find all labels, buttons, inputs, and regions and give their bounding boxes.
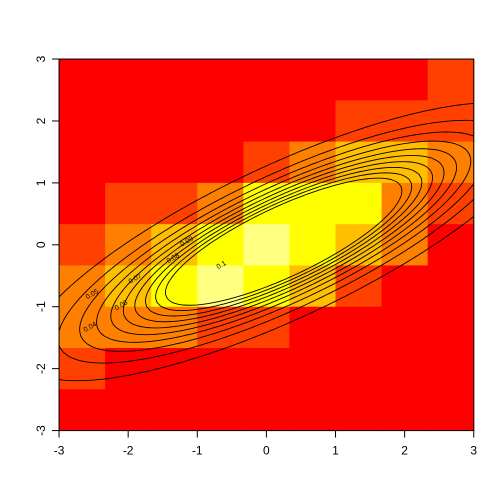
heatmap-cell bbox=[59, 224, 106, 266]
heatmap-cell bbox=[243, 141, 290, 184]
heatmap-cell bbox=[335, 306, 383, 349]
heatmap-cell bbox=[151, 389, 198, 432]
y-tick-label: 0 bbox=[34, 241, 48, 248]
heatmap-cell bbox=[335, 182, 383, 225]
heatmap-cell bbox=[197, 306, 244, 349]
heatmap-cell bbox=[381, 182, 429, 225]
heatmap-cell bbox=[289, 389, 337, 432]
heatmap-cell bbox=[105, 265, 152, 308]
heatmap-cell bbox=[381, 306, 429, 349]
heatmap-cell bbox=[381, 265, 429, 308]
heatmap-cell bbox=[335, 59, 383, 101]
heatmap-cell bbox=[197, 59, 244, 101]
heatmap-cell bbox=[427, 59, 475, 101]
heatmap-cell bbox=[59, 59, 106, 101]
heatmap-cell bbox=[381, 348, 429, 390]
heatmap-cell bbox=[243, 348, 290, 390]
heatmap-cell bbox=[105, 224, 152, 266]
contour-lines bbox=[58, 102, 475, 382]
heatmap-cell bbox=[243, 224, 290, 266]
y-tick-label: 1 bbox=[34, 179, 48, 186]
contour-line bbox=[58, 102, 475, 382]
x-tick-label: 1 bbox=[332, 444, 339, 458]
heatmap-cell bbox=[105, 100, 152, 143]
heatmap-cell bbox=[151, 265, 198, 308]
heatmap-cell bbox=[335, 389, 383, 432]
heatmap-cell bbox=[289, 182, 337, 225]
heatmap-cell bbox=[105, 141, 152, 184]
heatmap-cell bbox=[105, 348, 152, 390]
heatmap-cell bbox=[427, 306, 475, 349]
y-tick-label: 2 bbox=[34, 117, 48, 124]
heatmap-cell bbox=[59, 182, 106, 225]
heatmap-cells bbox=[59, 59, 475, 432]
x-tick-label: -1 bbox=[192, 444, 203, 458]
heatmap-cell bbox=[105, 389, 152, 432]
x-tick-label: -3 bbox=[54, 444, 65, 458]
heatmap-cell bbox=[105, 182, 152, 225]
x-tick-label: 3 bbox=[470, 444, 477, 458]
x-tick-label: 0 bbox=[263, 444, 270, 458]
heatmap-cell bbox=[381, 224, 429, 266]
contour-line bbox=[79, 131, 475, 352]
y-tick-label: 3 bbox=[34, 55, 48, 62]
heatmap-cell bbox=[381, 59, 429, 101]
heatmap-cell bbox=[197, 224, 244, 266]
heatmap-cell bbox=[381, 389, 429, 432]
heatmap-cell bbox=[197, 348, 244, 390]
contour-line bbox=[145, 166, 423, 317]
contour-line bbox=[96, 140, 472, 343]
heatmap-cell bbox=[197, 100, 244, 143]
heatmap-cell bbox=[151, 348, 198, 390]
heatmap-cell bbox=[289, 348, 337, 390]
y-tick-label: -1 bbox=[34, 301, 48, 312]
x-tick-label: -2 bbox=[123, 444, 134, 458]
heatmap-cell bbox=[151, 100, 198, 143]
heatmap-cell bbox=[151, 59, 198, 101]
heatmap-cell bbox=[289, 100, 337, 143]
heatmap-cell bbox=[427, 265, 475, 308]
y-tick-label: -2 bbox=[34, 363, 48, 374]
heatmap-cell bbox=[151, 141, 198, 184]
contour-line bbox=[155, 172, 413, 311]
contour-line bbox=[134, 161, 434, 323]
heatmap-cell bbox=[105, 59, 152, 101]
heatmap-cell bbox=[427, 224, 475, 266]
contour-label: 0.1 bbox=[216, 260, 228, 271]
heatmap-cell bbox=[59, 100, 106, 143]
contour-line bbox=[165, 177, 403, 306]
heatmap-cell bbox=[289, 224, 337, 266]
heatmap-cell bbox=[243, 59, 290, 101]
contour-line bbox=[110, 148, 458, 336]
heatmap-cell bbox=[427, 389, 475, 432]
heatmap-cell bbox=[289, 306, 337, 349]
y-tick-label: -3 bbox=[34, 425, 48, 436]
heatmap-cell bbox=[243, 389, 290, 432]
heatmap-cell bbox=[381, 100, 429, 143]
heatmap-cell bbox=[59, 141, 106, 184]
heatmap-cell bbox=[197, 141, 244, 184]
heatmap-cell bbox=[59, 265, 106, 308]
x-tick-label: 2 bbox=[401, 444, 408, 458]
contour-line bbox=[122, 155, 445, 329]
heatmap-cell bbox=[243, 100, 290, 143]
x-axis: -3 -2 -1 0 1 2 3 bbox=[54, 430, 477, 458]
contour-line bbox=[58, 119, 475, 364]
heatmap-cell bbox=[427, 141, 475, 184]
heatmap-cell bbox=[335, 348, 383, 390]
heatmap-cell bbox=[59, 389, 106, 432]
heatmap-cell bbox=[427, 348, 475, 390]
heatmap-cell bbox=[289, 141, 337, 184]
heatmap-cell bbox=[197, 389, 244, 432]
y-axis: -3 -2 -1 0 1 2 3 bbox=[34, 55, 60, 436]
heatmap-cell bbox=[289, 59, 337, 101]
